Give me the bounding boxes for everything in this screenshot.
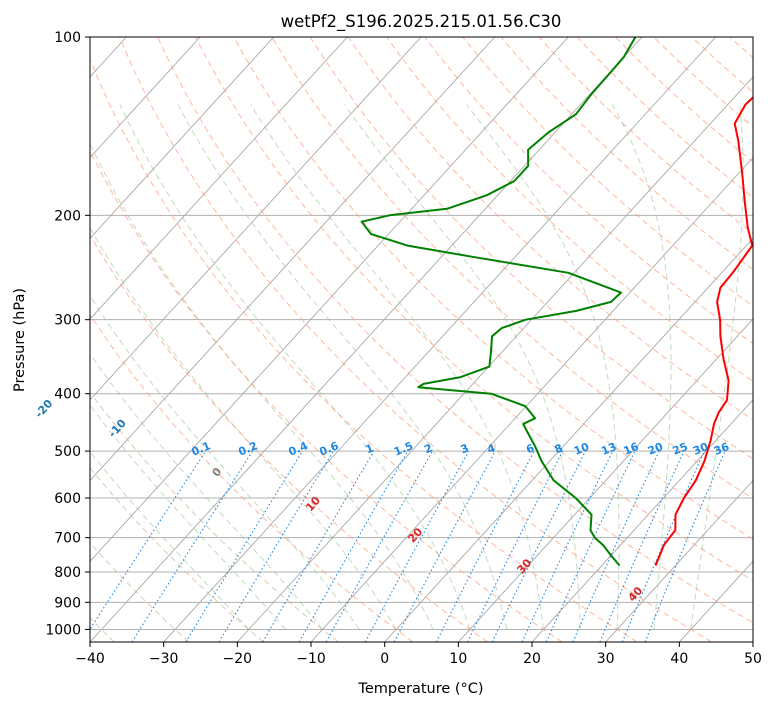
x-tick-label: −20 — [223, 651, 253, 667]
y-tick-label: 1000 — [45, 622, 81, 638]
mixing-ratio-line — [572, 450, 660, 642]
dry-adiabat — [233, 37, 753, 540]
plot-area — [90, 37, 753, 642]
dry-adiabat — [500, 37, 753, 270]
isotherm-line — [90, 37, 422, 401]
y-tick-label: 400 — [54, 387, 81, 403]
x-tick-label: 40 — [670, 651, 688, 667]
x-tick-label: 20 — [523, 651, 541, 667]
dry-adiabat — [90, 314, 414, 642]
moist-adiabat — [177, 104, 508, 630]
x-tick-label: 0 — [380, 651, 389, 667]
moist-adiabat — [611, 104, 672, 630]
mixing-ratio-label: 16 — [622, 440, 641, 458]
y-tick-label: 800 — [54, 565, 81, 581]
mixing-ratio-line — [644, 450, 726, 642]
y-tick-label: 900 — [54, 595, 81, 611]
plot-frame — [89, 36, 754, 643]
mixing-ratio-line — [521, 450, 614, 642]
isotherm-line — [90, 37, 496, 482]
axes-ticks: −40 −30 −20 −10 0 10 20 30 40 50 100 200 300 400 500 60… — [45, 30, 762, 667]
chart-title: wetPf2_S196.2025.215.01.56.C30 — [281, 12, 562, 32]
y-tick-label: 500 — [54, 444, 81, 460]
isotherm-line — [237, 76, 753, 642]
profile-lines — [360, 37, 753, 567]
isotherm-line — [458, 318, 753, 642]
y-axis-label: Pressure (hPa) — [12, 288, 28, 392]
moist-adiabat — [250, 104, 544, 630]
isotherm-line — [90, 37, 569, 562]
moist-adiabat — [90, 226, 397, 630]
moist-adiabat — [90, 294, 360, 630]
isotherm-line — [384, 237, 753, 642]
mixing-ratio-label: 25 — [671, 440, 690, 458]
mixing-ratio-line — [491, 450, 586, 642]
x-tick-label: −40 — [75, 651, 105, 667]
dewpoint-profile-line — [360, 37, 637, 567]
mixing-ratio-line — [298, 450, 409, 642]
x-axis-label: Temperature (°C) — [357, 681, 483, 697]
moist-adiabat — [119, 104, 471, 630]
dry-adiabat — [195, 37, 753, 582]
moist-adiabat — [90, 352, 323, 630]
skewed-isotherms — [90, 37, 753, 642]
mixing-ratio-label: 3 — [459, 441, 471, 456]
dry-adiabat — [90, 391, 339, 642]
mixing-ratio-line — [545, 450, 636, 642]
dry-adiabat — [386, 37, 753, 382]
mixing-ratio-line — [262, 450, 375, 642]
x-tick-label: −30 — [149, 651, 179, 667]
isotherm-line — [90, 37, 348, 320]
moist-adiabat — [466, 104, 620, 630]
moist-adiabat — [90, 404, 286, 630]
y-tick-label: 300 — [54, 313, 81, 329]
mixing-ratio-label: 20 — [646, 440, 665, 458]
y-tick-label: 700 — [54, 531, 81, 547]
dry-adiabat — [309, 37, 753, 460]
isotherm-line — [90, 37, 275, 240]
mixing-ratio-line — [364, 450, 470, 642]
mixing-ratio-label: 30 — [691, 440, 710, 458]
mixing-ratio-label: 36 — [712, 440, 731, 458]
mixing-ratio-label: 8 — [553, 441, 565, 456]
isotherm-line — [90, 37, 643, 642]
mixing-ratio-label: 10 — [572, 440, 591, 458]
moist-adiabat — [90, 142, 434, 630]
mixing-ratio-line — [131, 450, 254, 642]
mixing-ratio-label: 2 — [422, 441, 434, 456]
dry-adiabats — [90, 37, 753, 642]
dry-adiabat — [538, 37, 753, 234]
dry-adiabat — [576, 37, 753, 198]
dry-adiabat — [90, 149, 563, 642]
x-tick-label: −10 — [296, 651, 326, 667]
dry-adiabat — [271, 37, 753, 500]
y-tick-label: 100 — [54, 30, 81, 46]
mixing-ratio-line — [325, 450, 433, 642]
dry-adiabat — [424, 37, 753, 344]
isotherm-line — [90, 37, 201, 159]
y-tick-label: 600 — [54, 491, 81, 507]
moist-adiabat — [344, 104, 581, 630]
mixing-ratio-line — [621, 450, 705, 642]
y-tick-label: 200 — [54, 208, 81, 224]
mixing-ratio-line — [218, 450, 334, 642]
isotherm-line — [163, 37, 717, 642]
x-tick-label: 30 — [597, 651, 615, 667]
mixing-ratio-label: 13 — [599, 440, 618, 458]
temperature-profile-line — [654, 96, 753, 566]
isotherm-line — [605, 479, 753, 642]
dry-adiabat — [347, 37, 753, 421]
pressure-gridlines — [90, 37, 753, 630]
x-tick-label: 10 — [449, 651, 467, 667]
x-tick-label: 50 — [744, 651, 762, 667]
mixing-ratio-label: 1 — [364, 442, 376, 457]
dry-adiabat — [157, 37, 753, 624]
mixing-ratio-line — [185, 450, 304, 642]
dry-adiabat — [118, 37, 712, 642]
isotherm-line — [531, 399, 753, 642]
mixing-ratio-lines — [90, 450, 726, 642]
